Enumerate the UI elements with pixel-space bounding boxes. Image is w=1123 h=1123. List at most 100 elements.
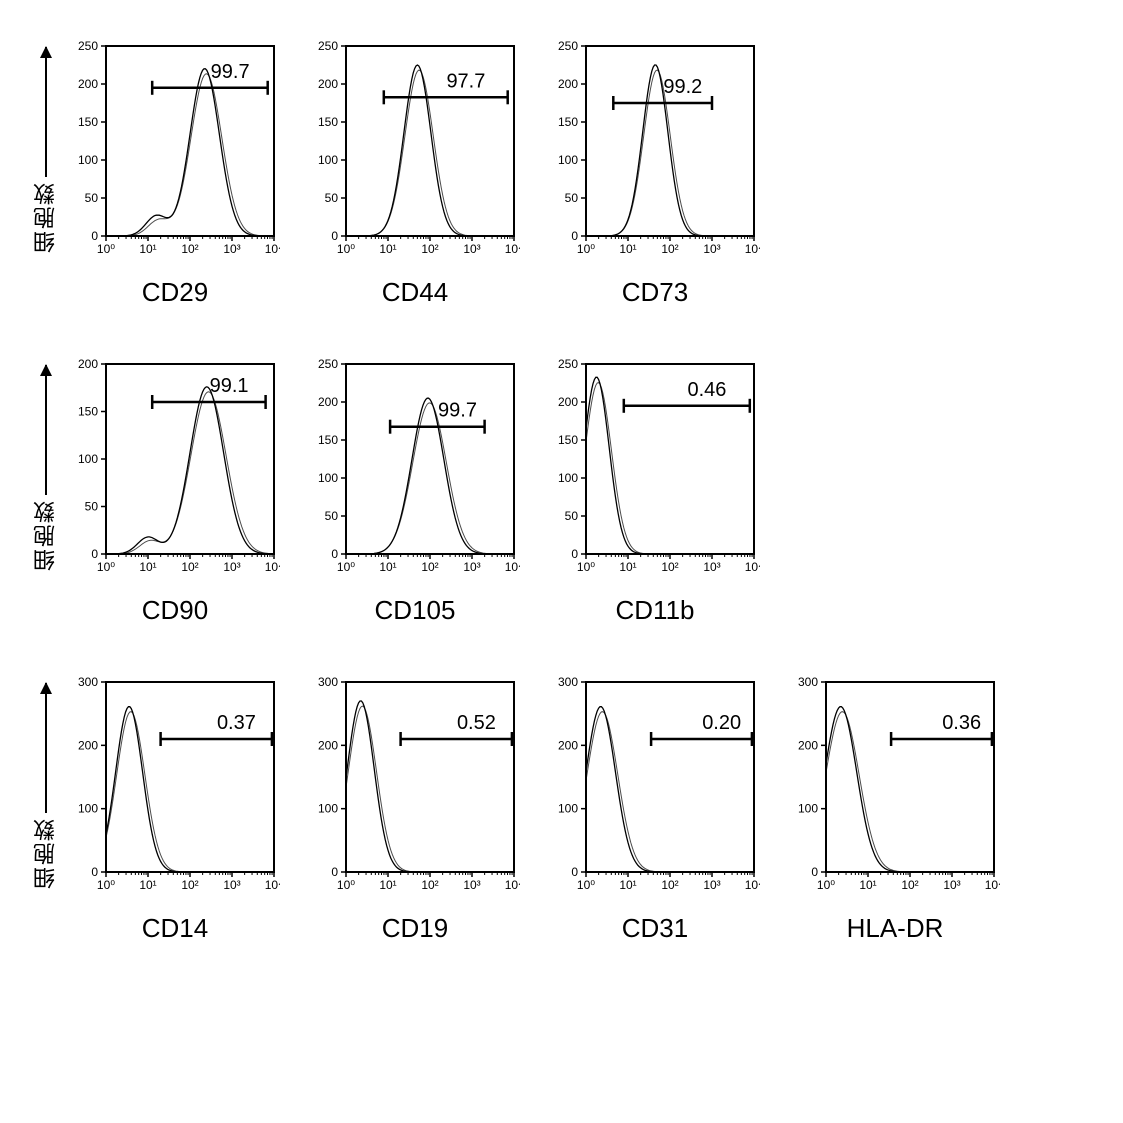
- svg-text:200: 200: [558, 395, 578, 409]
- histogram-plot: 010020030010⁰10¹10²10³10⁴0.37: [70, 676, 280, 896]
- svg-text:10³: 10³: [463, 242, 480, 256]
- svg-text:200: 200: [558, 77, 578, 91]
- svg-text:200: 200: [318, 77, 338, 91]
- panel-cd105: 05010015020025010⁰10¹10²10³10⁴99.7CD105: [310, 358, 520, 626]
- gate-value: 99.7: [438, 400, 477, 422]
- svg-text:150: 150: [558, 115, 578, 129]
- svg-text:150: 150: [318, 115, 338, 129]
- histogram-plot: 05010015020025010⁰10¹10²10³10⁴99.7: [310, 358, 520, 578]
- svg-text:10²: 10²: [421, 242, 438, 256]
- histogram-plot: 05010015020010⁰10¹10²10³10⁴99.1: [70, 358, 280, 578]
- svg-text:10¹: 10¹: [379, 242, 396, 256]
- y-axis-label: 细胞数: [30, 676, 62, 896]
- panel-cd19: 010020030010⁰10¹10²10³10⁴0.52CD19: [310, 676, 520, 944]
- svg-text:10⁴: 10⁴: [745, 242, 760, 256]
- svg-text:10³: 10³: [703, 242, 720, 256]
- svg-text:100: 100: [558, 802, 578, 816]
- svg-text:10¹: 10¹: [619, 242, 636, 256]
- svg-text:10²: 10²: [421, 878, 438, 892]
- svg-text:150: 150: [78, 115, 98, 129]
- svg-text:10⁴: 10⁴: [745, 878, 760, 892]
- svg-text:200: 200: [318, 395, 338, 409]
- svg-text:10⁰: 10⁰: [337, 560, 355, 574]
- svg-text:200: 200: [558, 738, 578, 752]
- panel-label: CD73: [622, 277, 688, 308]
- panel-label: CD19: [382, 913, 448, 944]
- svg-text:100: 100: [558, 153, 578, 167]
- svg-text:10⁰: 10⁰: [97, 242, 115, 256]
- svg-text:10⁰: 10⁰: [337, 242, 355, 256]
- svg-text:0: 0: [331, 547, 338, 561]
- svg-text:10¹: 10¹: [619, 560, 636, 574]
- svg-text:10³: 10³: [223, 878, 240, 892]
- svg-text:0: 0: [91, 229, 98, 243]
- gate-value: 0.20: [702, 712, 741, 734]
- svg-text:10⁰: 10⁰: [817, 878, 835, 892]
- figure: 细胞数05010015020025010⁰10¹10²10³10⁴99.7CD2…: [30, 40, 1093, 944]
- gate-value: 99.7: [211, 61, 250, 83]
- gate-value: 0.46: [687, 379, 726, 401]
- svg-text:0: 0: [331, 229, 338, 243]
- svg-text:150: 150: [78, 405, 98, 419]
- svg-text:10⁴: 10⁴: [985, 878, 1000, 892]
- svg-text:10⁰: 10⁰: [577, 878, 595, 892]
- svg-text:50: 50: [85, 500, 99, 514]
- panel-label: HLA-DR: [847, 913, 944, 944]
- gate-value: 97.7: [446, 70, 485, 92]
- gate-bar: [384, 90, 508, 104]
- histogram-plot: 010020030010⁰10¹10²10³10⁴0.36: [790, 676, 1000, 896]
- gate-bar: [613, 96, 712, 110]
- svg-text:10²: 10²: [901, 878, 918, 892]
- svg-text:50: 50: [565, 509, 579, 523]
- panel-cd31: 010020030010⁰10¹10²10³10⁴0.20CD31: [550, 676, 760, 944]
- svg-text:100: 100: [318, 802, 338, 816]
- panel-label: CD105: [375, 595, 456, 626]
- svg-text:10³: 10³: [703, 560, 720, 574]
- svg-text:10³: 10³: [703, 878, 720, 892]
- svg-text:100: 100: [78, 153, 98, 167]
- svg-text:10²: 10²: [661, 878, 678, 892]
- svg-text:10²: 10²: [661, 242, 678, 256]
- gate-bar: [152, 81, 268, 95]
- svg-text:10¹: 10¹: [379, 878, 396, 892]
- svg-text:10⁰: 10⁰: [97, 878, 115, 892]
- svg-text:300: 300: [318, 676, 338, 689]
- svg-text:10³: 10³: [463, 560, 480, 574]
- gate-value: 0.37: [217, 712, 256, 734]
- svg-text:10¹: 10¹: [379, 560, 396, 574]
- svg-text:10⁰: 10⁰: [577, 242, 595, 256]
- svg-text:300: 300: [558, 676, 578, 689]
- svg-text:200: 200: [798, 738, 818, 752]
- svg-text:10²: 10²: [661, 560, 678, 574]
- histogram-plot: 010020030010⁰10¹10²10³10⁴0.52: [310, 676, 520, 896]
- gate-value: 99.1: [210, 375, 249, 397]
- panel-cd90: 05010015020010⁰10¹10²10³10⁴99.1CD90: [70, 358, 280, 626]
- svg-text:10³: 10³: [223, 242, 240, 256]
- histogram-plot: 05010015020025010⁰10¹10²10³10⁴0.46: [550, 358, 760, 578]
- gate-value: 0.52: [457, 712, 496, 734]
- panel-row: 细胞数05010015020010⁰10¹10²10³10⁴99.1CD9005…: [30, 358, 1093, 626]
- svg-text:10⁴: 10⁴: [265, 878, 280, 892]
- gate-bar: [152, 395, 265, 409]
- svg-text:200: 200: [78, 738, 98, 752]
- svg-text:100: 100: [318, 471, 338, 485]
- svg-text:10⁰: 10⁰: [577, 560, 595, 574]
- svg-text:10¹: 10¹: [139, 878, 156, 892]
- svg-text:0: 0: [331, 865, 338, 879]
- svg-text:100: 100: [798, 802, 818, 816]
- svg-text:10²: 10²: [181, 878, 198, 892]
- panel-cd73: 05010015020025010⁰10¹10²10³10⁴99.2CD73: [550, 40, 760, 308]
- histogram-plot: 010020030010⁰10¹10²10³10⁴0.20: [550, 676, 760, 896]
- svg-text:10⁴: 10⁴: [505, 878, 520, 892]
- svg-text:10¹: 10¹: [139, 242, 156, 256]
- svg-text:250: 250: [318, 40, 338, 53]
- svg-text:200: 200: [318, 738, 338, 752]
- gate-bar: [161, 732, 272, 746]
- svg-text:10⁴: 10⁴: [505, 560, 520, 574]
- svg-text:100: 100: [78, 802, 98, 816]
- svg-text:250: 250: [558, 40, 578, 53]
- histogram-plot: 05010015020025010⁰10¹10²10³10⁴99.2: [550, 40, 760, 260]
- svg-text:0: 0: [571, 865, 578, 879]
- svg-text:10⁴: 10⁴: [505, 242, 520, 256]
- svg-text:150: 150: [558, 433, 578, 447]
